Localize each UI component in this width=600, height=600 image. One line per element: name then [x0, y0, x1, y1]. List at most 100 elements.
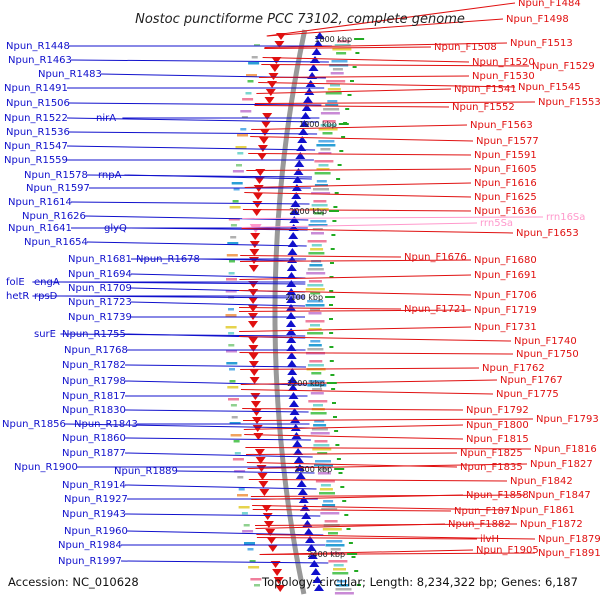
cog-feature — [310, 292, 321, 295]
gc-skew-mark — [351, 556, 356, 558]
gc-skew-mark — [348, 542, 353, 544]
reverse-gene-label: Npun_R1877 — [62, 448, 126, 459]
forward-gene-label: Npun_F1530 — [472, 71, 535, 82]
cog-feature — [330, 84, 340, 87]
reverse-gene-label: Npun_R1860 — [62, 433, 126, 444]
backbone-circle — [272, 29, 308, 595]
kbp-label: 1900 kbp — [299, 120, 337, 129]
cog-feature — [237, 134, 248, 137]
forward-gene-arrow — [248, 361, 259, 368]
cog-feature — [226, 362, 238, 365]
cog-feature — [325, 92, 342, 95]
cog-feature — [318, 152, 332, 155]
reverse-label-leader — [124, 484, 317, 490]
forward-gene-label: Npun_F1591 — [474, 150, 537, 161]
cog-feature — [242, 98, 254, 101]
forward-gene-label: Npun_F1508 — [434, 42, 497, 53]
cog-feature — [228, 272, 235, 275]
forward-gene-label: Npun_F1706 — [474, 290, 537, 301]
cog-feature — [243, 524, 250, 527]
forward-label-leader — [242, 408, 464, 411]
forward-gene-label: Npun_F1792 — [466, 405, 529, 416]
gc-skew-mark — [338, 472, 343, 474]
forward-gene-label: Npun_F1552 — [452, 102, 515, 113]
cog-feature — [308, 224, 328, 227]
reverse-label-leader — [124, 409, 309, 413]
cog-feature — [316, 180, 327, 183]
forward-label-leader — [239, 274, 472, 280]
gc-skew-mark — [352, 66, 357, 68]
gc-skew-mark — [330, 374, 335, 376]
reverse-gene-arrow — [288, 232, 299, 239]
forward-gene-arrow — [265, 529, 276, 536]
cog-feature — [226, 350, 237, 353]
cog-feature — [314, 420, 325, 423]
cog-feature — [305, 320, 325, 323]
reverse-gene-label: Npun_R1654 — [24, 237, 88, 248]
forward-gene-arrow — [249, 369, 260, 376]
reverse-label-leader — [124, 364, 307, 368]
cog-feature — [236, 164, 242, 167]
forward-gene-arrow — [262, 513, 273, 520]
forward-label-leader — [254, 101, 536, 104]
cog-feature — [232, 170, 244, 173]
gc-skew-mark — [329, 332, 334, 334]
reverse-gene-arrow — [299, 120, 310, 127]
forward-label-leader — [250, 494, 526, 497]
cog-feature — [312, 228, 323, 231]
reverse-gene-arrow — [310, 568, 321, 575]
cog-feature — [242, 530, 254, 533]
reverse-gene-label: Npun_R1798 — [62, 376, 126, 387]
forward-label-leader — [247, 463, 528, 469]
reverse-label-leader — [124, 452, 313, 458]
rrna-gene-label: rrn16Sa — [546, 212, 585, 223]
cog-feature — [320, 148, 331, 151]
forward-gene-label: Npun_F1691 — [474, 270, 537, 281]
forward-label-leader — [254, 105, 450, 108]
cog-feature — [308, 400, 328, 403]
cog-feature — [307, 284, 324, 287]
reverse-gene-label: Npun_R1782 — [62, 360, 126, 371]
reverse-gene-arrow — [293, 448, 304, 455]
forward-gene-arrow — [251, 409, 262, 416]
cog-feature — [229, 206, 241, 209]
forward-gene-arrow — [262, 113, 273, 120]
reverse-label-leader — [124, 437, 311, 441]
cog-feature — [327, 100, 338, 103]
forward-label-leader — [264, 46, 432, 49]
gc-skew-mark — [333, 206, 338, 208]
gc-skew-mark — [329, 276, 334, 278]
cog-feature — [225, 314, 237, 317]
reverse-gene-arrow — [306, 544, 317, 551]
cog-feature — [336, 584, 350, 587]
cog-feature — [328, 560, 348, 563]
reverse-label-leader — [70, 201, 310, 205]
forward-label-leader — [240, 255, 402, 258]
gc-skew-mark — [336, 458, 341, 460]
reverse-label-leader — [126, 530, 324, 536]
reverse-gene-arrow — [311, 48, 322, 55]
cog-feature — [330, 548, 341, 551]
cog-feature — [229, 260, 235, 263]
forward-gene-arrow — [261, 505, 272, 512]
cog-feature — [307, 348, 324, 351]
reverse-gene-arrow — [300, 504, 310, 511]
forward-gene-label: Npun_F1882 — [448, 519, 511, 530]
reverse-gene-label: Npun_R1914 — [62, 480, 126, 491]
reverse-gene-arrow — [291, 192, 302, 199]
cog-feature — [311, 192, 331, 195]
gc-skew-mark — [336, 178, 341, 180]
reverse-label-leader — [198, 258, 307, 262]
cog-feature — [310, 432, 330, 435]
reverse-gene-label: Npun_R1927 — [64, 494, 128, 505]
forward-label-leader — [248, 153, 472, 156]
forward-gene-arrow — [258, 481, 269, 488]
cog-feature — [226, 254, 238, 257]
cog-feature — [247, 80, 254, 83]
forward-label-leader — [258, 75, 470, 78]
forward-label-leader — [251, 124, 468, 130]
cog-feature — [237, 494, 248, 497]
forward-label-leader — [243, 424, 464, 430]
reverse-gene-arrow — [307, 552, 318, 559]
forward-label-leader — [239, 326, 472, 332]
